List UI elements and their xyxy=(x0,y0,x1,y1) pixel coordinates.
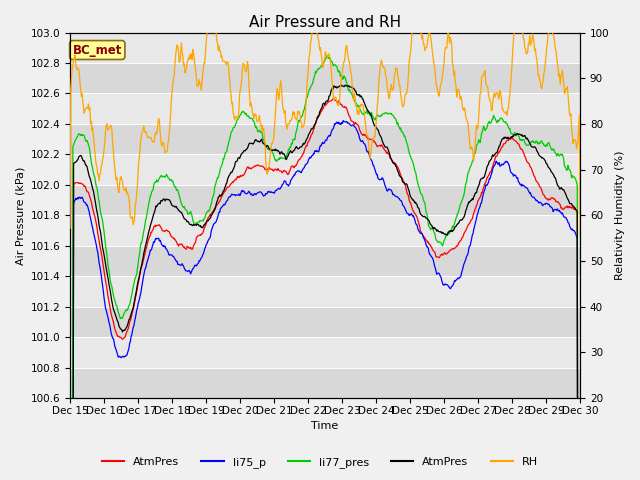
Y-axis label: Air Pressure (kPa): Air Pressure (kPa) xyxy=(15,166,25,264)
Bar xyxy=(70,124,580,155)
Bar xyxy=(70,246,580,276)
Bar xyxy=(70,368,580,398)
Legend: AtmPres, li75_p, li77_pres, AtmPres, RH: AtmPres, li75_p, li77_pres, AtmPres, RH xyxy=(97,452,543,472)
Title: Air Pressure and RH: Air Pressure and RH xyxy=(249,15,401,30)
Y-axis label: Relativity Humidity (%): Relativity Humidity (%) xyxy=(615,151,625,280)
Bar xyxy=(70,216,580,246)
Bar xyxy=(70,155,580,185)
Bar xyxy=(70,276,580,307)
Bar xyxy=(70,33,580,63)
Bar xyxy=(70,185,580,216)
Text: BC_met: BC_met xyxy=(72,44,122,57)
Bar xyxy=(70,337,580,368)
X-axis label: Time: Time xyxy=(312,421,339,432)
Bar xyxy=(70,307,580,337)
Bar xyxy=(70,94,580,124)
Bar xyxy=(70,63,580,94)
